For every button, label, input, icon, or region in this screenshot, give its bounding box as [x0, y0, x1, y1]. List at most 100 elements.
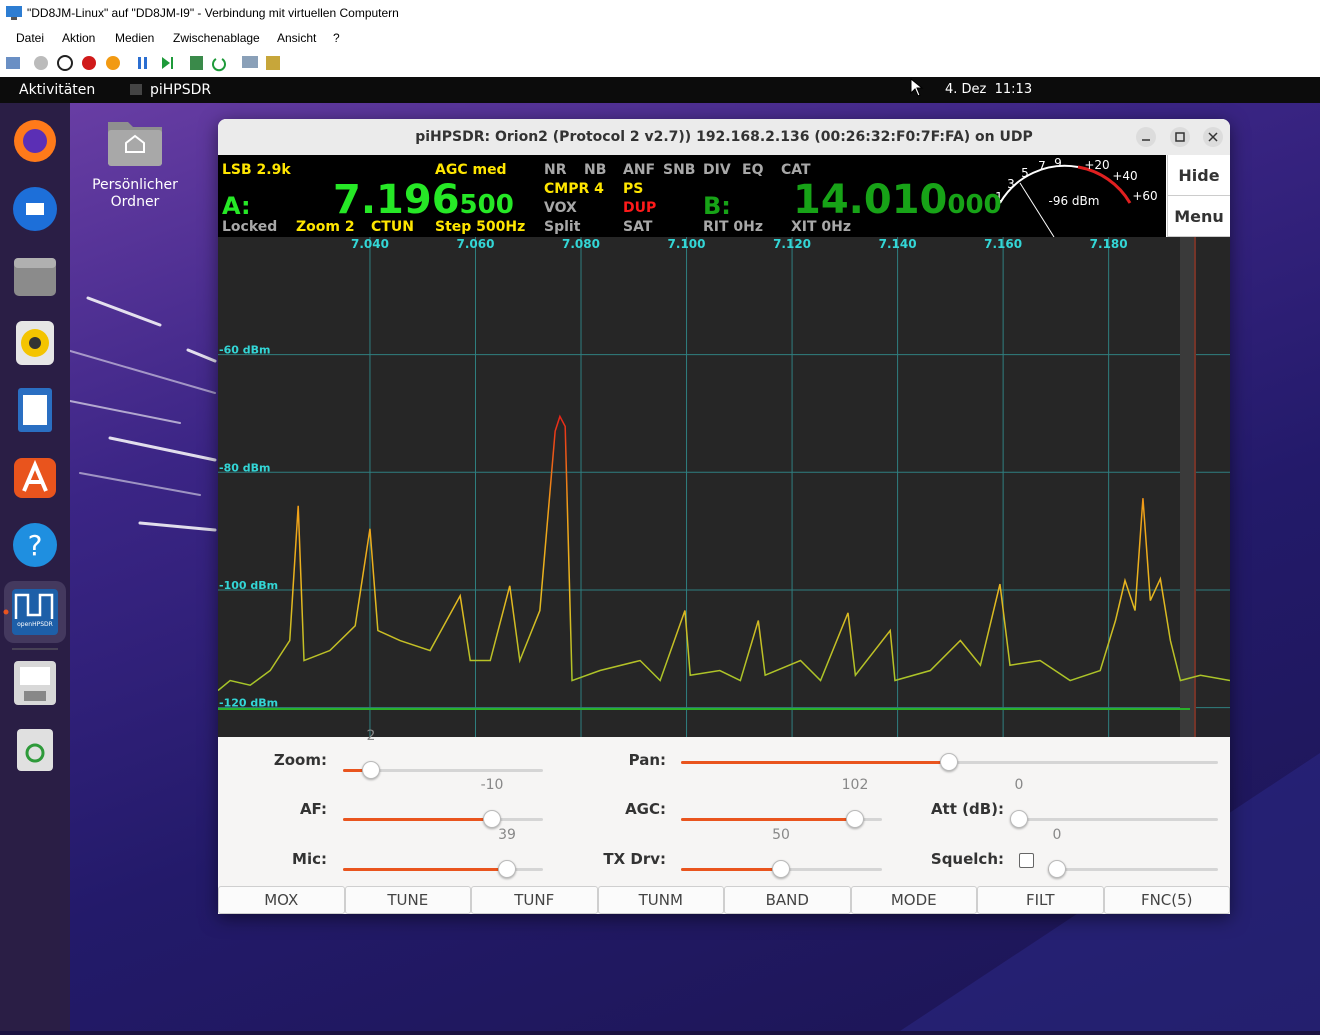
slider-knob[interactable]: [483, 810, 501, 828]
meter-scale: +60: [1132, 189, 1157, 203]
slider-fill: [681, 761, 949, 764]
spectrum-bg: [218, 237, 1230, 737]
meter-arc: [999, 164, 1079, 204]
button[interactable]: MOX: [218, 886, 345, 914]
s-meter: 135 7 9 +20+40 +60 -96 dBm: [995, 156, 1158, 237]
openhpsdr-icon[interactable]: [12, 589, 58, 635]
status-flag: NB: [584, 162, 607, 178]
meter-scale: 5: [1021, 166, 1029, 180]
sat: SAT: [623, 219, 653, 235]
tool-icon[interactable]: [6, 57, 20, 69]
gnome-topbar: Aktivitäten piHPSDR 4. Dez 11:13: [0, 77, 1320, 103]
y-tick-label: -80 dBm: [219, 461, 270, 474]
side-button[interactable]: Hide: [1167, 155, 1230, 196]
status-flag: NR: [544, 162, 567, 178]
help-icon[interactable]: [13, 523, 57, 567]
status-flag: ANF: [623, 162, 656, 178]
slider-fill: [681, 868, 781, 871]
control-label: Squelch:: [930, 850, 1004, 868]
menu-item[interactable]: Zwischenablage: [173, 31, 260, 45]
meter-scale: +40: [1112, 169, 1137, 183]
slider-knob[interactable]: [362, 761, 380, 779]
locked: Locked: [222, 219, 278, 235]
control-label: AGC:: [625, 800, 666, 818]
button[interactable]: TUNM: [597, 886, 724, 914]
x-tick-label: 7.180: [1090, 237, 1128, 251]
control-label: Zoom:: [273, 751, 327, 769]
button[interactable]: TUNF: [471, 886, 598, 914]
vfo-a[interactable]: 7.196500: [333, 180, 514, 228]
mode: LSB 2.9k: [222, 162, 291, 178]
trash-icon[interactable]: [17, 729, 53, 771]
step: Step 500Hz: [435, 219, 526, 235]
button[interactable]: BAND: [724, 886, 851, 914]
control-value: 39: [498, 827, 516, 843]
tx-band: [1180, 237, 1196, 737]
menu-item[interactable]: Medien: [115, 31, 155, 45]
slider-knob[interactable]: [846, 810, 864, 828]
split: Split: [544, 219, 581, 235]
status-flag: SNB: [663, 162, 696, 178]
control-value: 50: [772, 827, 790, 843]
app-name[interactable]: piHPSDR: [150, 82, 212, 98]
tool-icon[interactable]: [57, 55, 73, 71]
vfo-b[interactable]: 14.010000: [793, 180, 1002, 228]
tool-icon[interactable]: [34, 56, 48, 70]
slider-knob[interactable]: [940, 753, 958, 771]
tool-icon[interactable]: [190, 56, 203, 70]
slider-track: [1048, 868, 1218, 871]
x-tick-label: 7.040: [351, 237, 389, 251]
dock-icons: ?: [3, 120, 66, 771]
tool-icon[interactable]: [266, 56, 280, 70]
minimize-button[interactable]: [1136, 127, 1156, 147]
meter-scale: 7: [1038, 159, 1046, 173]
rdp-titlebar: "DD8JM-Linux" auf "DD8JM-I9" - Verbindun…: [0, 0, 1320, 26]
menubar: Datei Aktion Medien Zwischenablage Ansicht?: [0, 26, 1320, 50]
spectrum[interactable]: -60 dBm -80 dBm -100 dBm -120 dBm 7.040 7.060…: [218, 237, 1230, 737]
meter-arc-red: [1077, 165, 1132, 204]
clock[interactable]: 4. Dez 11:13: [945, 82, 1033, 97]
app-icon: [130, 84, 142, 95]
button[interactable]: FILT: [977, 886, 1104, 914]
home-folder-label[interactable]: Persönlicher Ordner: [92, 177, 178, 210]
slider-knob[interactable]: [772, 860, 790, 878]
slider-fill: [343, 868, 507, 871]
ps: PS: [623, 181, 644, 197]
control-label: Mic:: [292, 850, 327, 868]
toolbar: [0, 50, 1320, 78]
squelch-checkbox[interactable]: [1019, 853, 1034, 868]
slider-knob[interactable]: [498, 860, 516, 878]
menu-item[interactable]: Ansicht: [277, 31, 317, 45]
button[interactable]: TUNE: [344, 886, 471, 914]
y-tick-label: -120 dBm: [219, 697, 278, 710]
dock-app-label: openHPSDR: [17, 621, 53, 628]
activities[interactable]: Aktivitäten: [19, 82, 96, 98]
meter-scale: 1: [995, 190, 1003, 204]
menu-item[interactable]: Datei: [16, 31, 45, 45]
mouse-cursor: [910, 78, 924, 97]
slider-knob[interactable]: [1010, 810, 1028, 828]
side-button[interactable]: Menu: [1167, 196, 1230, 237]
control-value: 0: [1014, 777, 1024, 793]
button[interactable]: MODE: [850, 886, 977, 914]
tool-icon[interactable]: [82, 56, 96, 70]
tool-icon[interactable]: [106, 56, 120, 70]
vfo-a-label: A:: [222, 192, 251, 220]
slider-knob[interactable]: [1048, 860, 1066, 878]
vfo-a-sub: 500: [459, 190, 514, 220]
button[interactable]: FNC(5): [1103, 886, 1230, 914]
control-label: Att (dB):: [930, 800, 1004, 818]
y-tick-label: -100 dBm: [219, 579, 278, 592]
meter-scale: 9: [1054, 156, 1062, 170]
menu-item[interactable]: Aktion: [62, 31, 96, 45]
slider-fill: [343, 818, 492, 821]
control-value: 2: [366, 728, 376, 744]
menu-item[interactable]: ?: [333, 31, 340, 45]
tool-icon[interactable]: [242, 56, 258, 68]
control-label: TX Drv:: [603, 850, 666, 868]
maximize-button[interactable]: [1170, 127, 1190, 147]
app-titlebar: piHPSDR: Orion2 (Protocol 2 v2.7)) 192.1…: [218, 119, 1230, 156]
home-folder-icon[interactable]: [104, 116, 166, 168]
x-tick-label: 7.060: [457, 237, 495, 251]
